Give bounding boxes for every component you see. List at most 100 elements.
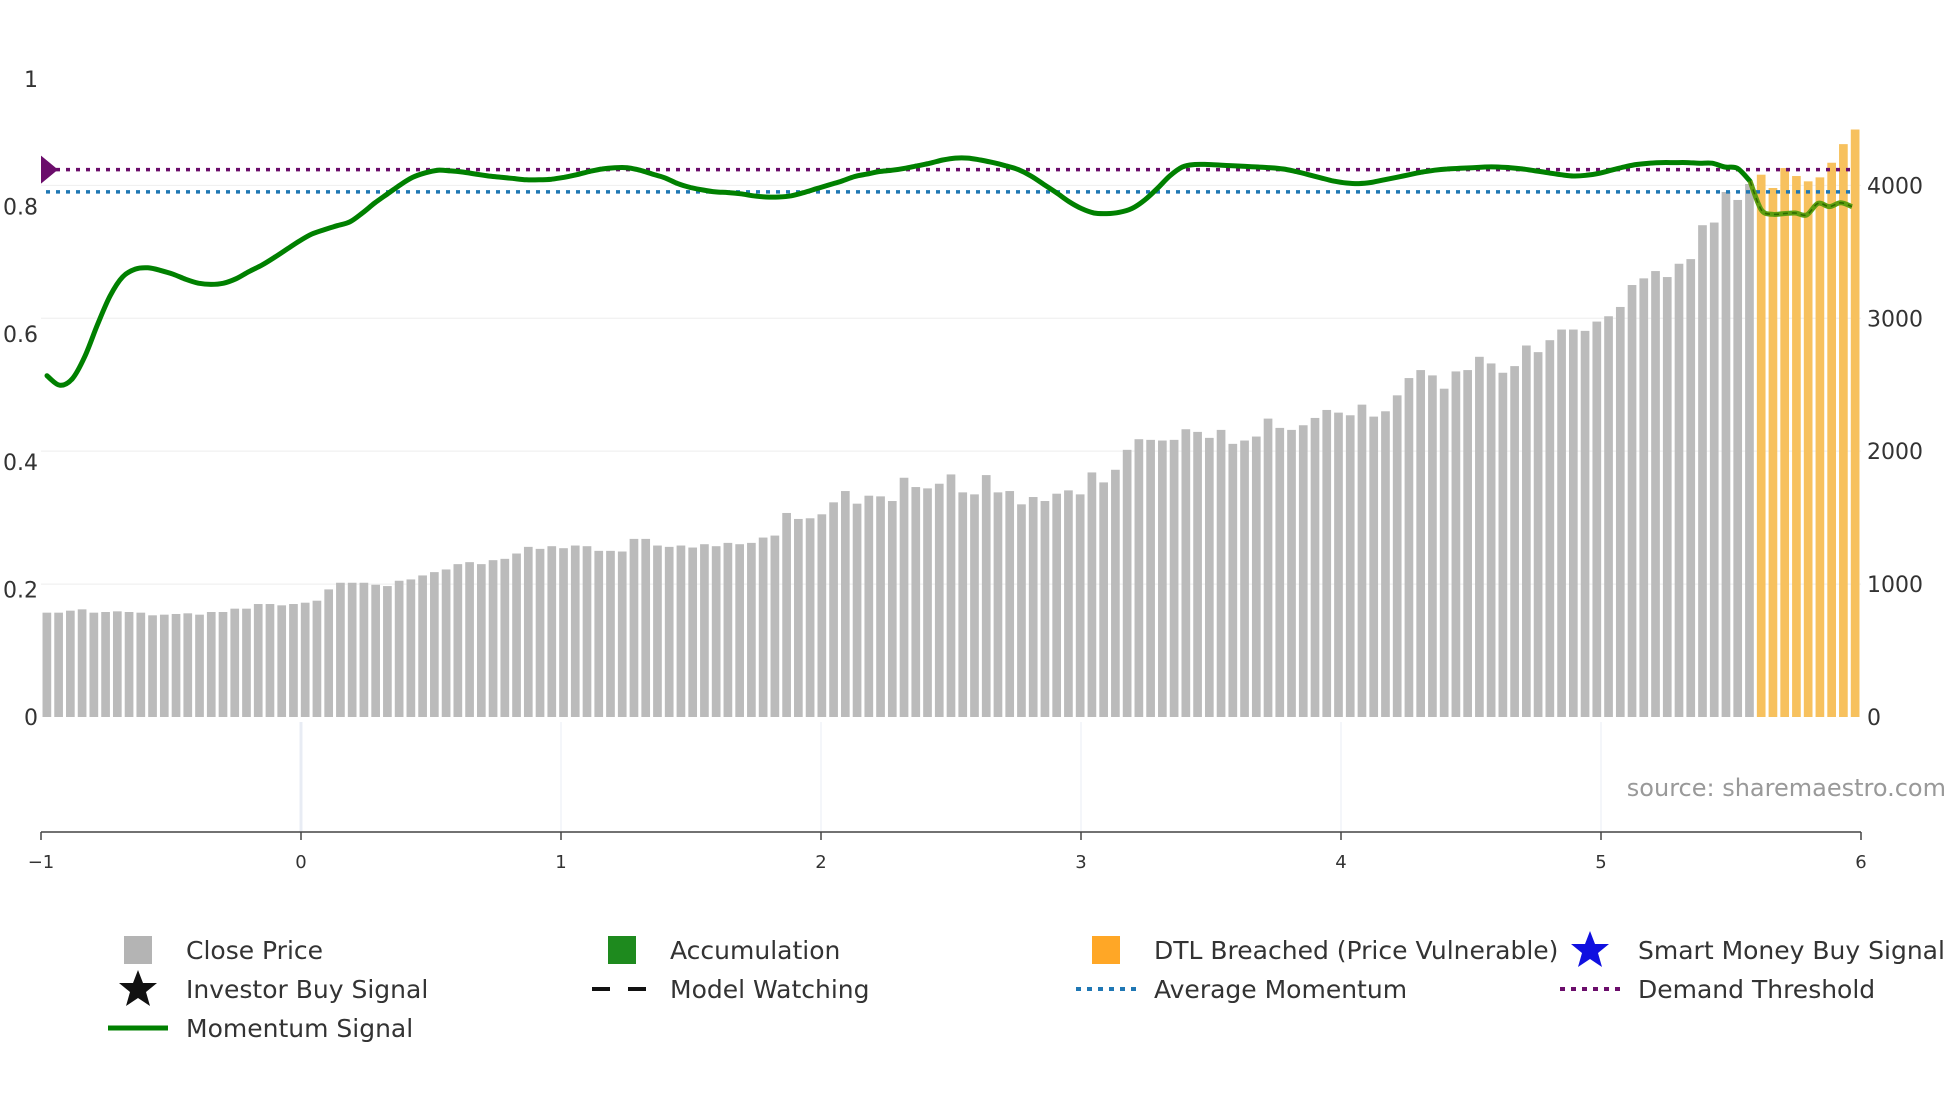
legend-item-accumulation[interactable]: Accumulation <box>582 932 840 968</box>
close-price-bar <box>500 558 510 717</box>
legend-label: Model Watching <box>670 974 870 1004</box>
close-price-bar <box>66 610 75 717</box>
close-price-bar <box>570 545 580 717</box>
legend-item-smart-money-buy-signal[interactable]: Smart Money Buy Signal <box>1550 931 1945 968</box>
close-price-bar <box>1040 501 1050 717</box>
close-price-bar <box>840 491 850 717</box>
x-axis-tick-label: 0 <box>295 852 306 873</box>
close-price-bar <box>441 569 451 717</box>
close-price-bar <box>1251 436 1261 717</box>
legend-label: Smart Money Buy Signal <box>1638 935 1945 965</box>
close-price-bar <box>1428 375 1437 717</box>
dashed-line-icon <box>582 971 662 1007</box>
legend-label: DTL Breached (Price Vulnerable) <box>1154 935 1559 965</box>
legend-item-investor-buy-signal[interactable]: Investor Buy Signal <box>98 970 428 1007</box>
dtl-breached-bar <box>1756 174 1766 717</box>
close-price-bar <box>758 537 768 717</box>
dtl-breached-bar <box>1839 144 1848 718</box>
close-price-bar <box>1604 316 1613 717</box>
close-price-bar <box>1545 340 1555 717</box>
close-price-bar <box>1392 395 1402 717</box>
close-price-bar <box>394 580 404 717</box>
close-price-bar <box>300 602 310 717</box>
close-price-bar <box>336 582 345 717</box>
legend-item-dtl-breached-price-vulnerable[interactable]: DTL Breached (Price Vulnerable) <box>1066 932 1558 968</box>
close-price-bar <box>1439 388 1449 717</box>
close-price-bar <box>700 544 709 717</box>
close-price-bar <box>1721 191 1731 717</box>
close-price-bar <box>1369 416 1379 717</box>
close-price-bar <box>958 492 968 717</box>
right-axis-ticks: 0 1000 2000 3000 4000 <box>1867 174 1923 731</box>
close-price-bar <box>1568 329 1578 717</box>
close-price-bar <box>1310 417 1320 717</box>
legend-item-average-momentum[interactable]: Average Momentum <box>1066 971 1407 1007</box>
price-momentum-chart: 0 0.2 0.4 0.6 0.8 1 0 1000 2000 3000 4000 −1 0 1 2 3 4… <box>3 68 1946 873</box>
close-price-bar <box>512 553 521 717</box>
momentum-signal <box>44 155 1853 388</box>
close-price-bar <box>1146 439 1155 717</box>
square-icon <box>98 932 178 968</box>
close-price-bar <box>523 546 533 717</box>
right-axis-tick-label: 3000 <box>1867 307 1923 332</box>
close-price-bar <box>1522 345 1531 717</box>
close-price-bar <box>794 518 803 717</box>
x-axis-tick-label: 4 <box>1335 852 1346 873</box>
close-price-bar <box>1416 370 1426 717</box>
close-price-bar <box>54 612 63 717</box>
close-price-bar <box>1592 321 1602 717</box>
close-price-bar <box>1216 429 1226 717</box>
close-price-bar <box>406 579 416 717</box>
close-price-bar <box>195 614 204 717</box>
close-price-bar <box>887 501 897 717</box>
legend-item-model-watching[interactable]: Model Watching <box>582 971 870 1007</box>
close-price-bar <box>465 562 474 717</box>
close-price-bar <box>1005 491 1015 717</box>
legend-item-close-price[interactable]: Close Price <box>98 932 323 968</box>
star-icon <box>98 970 178 1007</box>
close-price-bar <box>805 518 815 717</box>
legend-label: Accumulation <box>670 935 841 965</box>
close-price-bar <box>923 488 932 717</box>
close-price-bar <box>1087 472 1097 717</box>
close-price-bar <box>911 487 921 717</box>
close-price-bar <box>535 548 545 717</box>
close-price-bar <box>1486 363 1496 717</box>
legend-item-momentum-signal[interactable]: Momentum Signal <box>98 1010 413 1046</box>
close-price-bar <box>159 614 169 717</box>
close-price-bar <box>1240 440 1249 717</box>
left-axis-tick-label: 0 <box>24 706 38 731</box>
close-price-bar <box>383 586 392 717</box>
close-price-bar <box>1745 184 1754 718</box>
close-price-bar <box>1099 482 1108 717</box>
close-price-bar <box>1627 285 1637 717</box>
close-price-bar <box>218 611 228 717</box>
close-price-bar <box>770 535 780 717</box>
legend-item-demand-threshold[interactable]: Demand Threshold <box>1550 971 1875 1007</box>
left-axis-tick-label: 0.4 <box>3 451 38 476</box>
close-price-bar <box>347 582 357 717</box>
close-price-bar <box>1111 469 1120 717</box>
star-icon <box>1550 931 1630 968</box>
close-price-bar <box>312 600 322 717</box>
close-price-bar <box>1181 429 1191 717</box>
left-axis-tick-label: 0.8 <box>3 196 38 221</box>
close-price-bar <box>1158 440 1167 717</box>
close-price-bar <box>1404 378 1414 717</box>
close-price-bar <box>1193 431 1202 717</box>
close-price-bar <box>359 582 369 717</box>
x-axis-tick-label: 2 <box>815 852 826 873</box>
close-price-bar <box>1451 371 1461 717</box>
legend-label: Momentum Signal <box>186 1013 414 1043</box>
close-price-bar <box>817 514 827 717</box>
close-price-bar <box>277 605 287 717</box>
legend-label: Close Price <box>186 935 324 965</box>
close-price-bar <box>171 613 181 717</box>
close-price-bar <box>253 604 263 717</box>
left-axis-tick-label: 0.2 <box>3 578 38 603</box>
close-price-bar <box>1381 411 1390 717</box>
dtl-breached-bar <box>1803 181 1813 718</box>
close-price-bar <box>946 474 956 717</box>
close-price-bar <box>1345 415 1355 717</box>
close-price-bar <box>1709 222 1719 718</box>
